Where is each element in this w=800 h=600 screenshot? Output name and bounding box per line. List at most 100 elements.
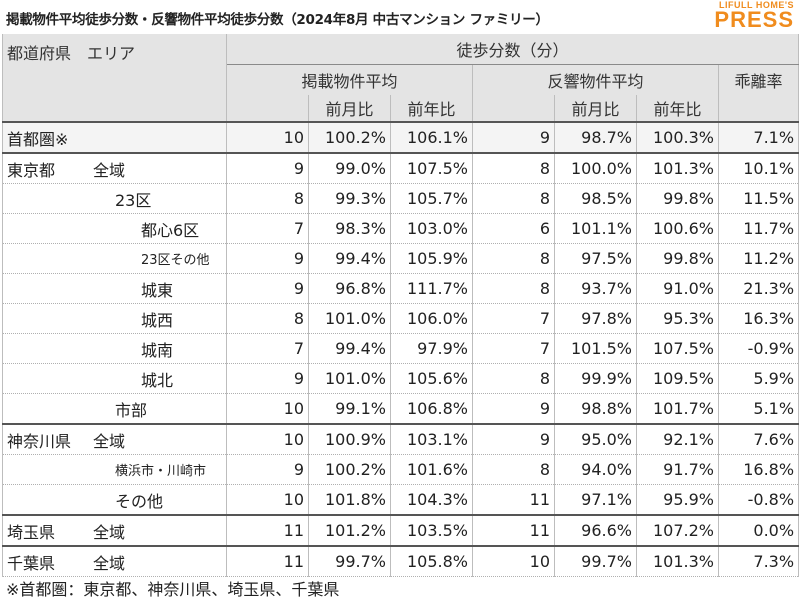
area-name: 全域 [93, 160, 126, 180]
cell-divergence: 7.3% [717, 546, 800, 577]
row-label: 埼玉県 全域 [2, 515, 227, 547]
prefecture-name: 千葉県 [7, 553, 56, 573]
row-label: 神奈川県 全域 [2, 424, 227, 455]
header-region: 都道府県 エリア [2, 34, 227, 123]
cell-response-avg: 7 [472, 333, 555, 364]
cell-response-avg: 10 [472, 546, 555, 577]
cell-response-mom: 93.7% [554, 273, 637, 304]
cell-response-avg: 9 [472, 424, 555, 455]
cell-response-yoy: 91.0% [636, 273, 719, 304]
cell-response-mom: 99.7% [554, 546, 637, 577]
cell-response-mom: 98.7% [554, 122, 637, 154]
cell-response-mom: 99.9% [554, 363, 637, 394]
cell-response-yoy: 91.7% [636, 454, 719, 485]
table-row: 神奈川県 全域 10 100.9% 103.1% 9 95.0% 92.1% 7.6% [2, 424, 800, 455]
cell-listed-mom: 99.7% [308, 546, 391, 577]
cell-listed-yoy: 104.3% [390, 484, 473, 516]
area-name: 全域 [93, 522, 126, 542]
cell-response-yoy: 101.7% [636, 393, 719, 425]
cell-listed-yoy: 106.1% [390, 122, 473, 154]
cell-listed-yoy: 105.6% [390, 363, 473, 394]
cell-response-avg: 8 [472, 153, 555, 184]
cell-response-mom: 101.1% [554, 213, 637, 244]
cell-listed-mom: 101.2% [308, 515, 391, 547]
cell-response-mom: 96.6% [554, 515, 637, 547]
footnote: ※首都圏：東京都、神奈川県、埼玉県、千葉県 [6, 580, 340, 599]
cell-response-avg: 8 [472, 243, 555, 274]
cell-divergence: 11.2% [717, 243, 800, 274]
cell-listed-avg: 9 [226, 243, 309, 274]
area-name: その他 [115, 491, 164, 511]
cell-listed-avg: 8 [226, 183, 309, 214]
cell-listed-avg: 10 [226, 424, 309, 455]
cell-response-yoy: 95.3% [636, 303, 719, 334]
cell-response-mom: 94.0% [554, 454, 637, 485]
cell-listed-yoy: 111.7% [390, 273, 473, 304]
header-listed-avg: 掲載物件平均 [226, 64, 473, 95]
header-response-mom: 前月比 [554, 95, 637, 123]
table-row: 市部 10 99.1% 106.8% 9 98.8% 101.7% 5.1% [2, 393, 800, 425]
cell-listed-yoy: 106.0% [390, 303, 473, 334]
row-label: 市部 [2, 393, 227, 425]
cell-response-yoy: 100.6% [636, 213, 719, 244]
cell-response-avg: 6 [472, 213, 555, 244]
cell-response-mom: 95.0% [554, 424, 637, 455]
cell-listed-mom: 100.2% [308, 454, 391, 485]
row-label: 東京都 全域 [2, 153, 227, 184]
cell-response-mom: 97.1% [554, 484, 637, 516]
row-label: その他 [2, 484, 227, 516]
cell-listed-yoy: 103.1% [390, 424, 473, 455]
cell-response-yoy: 99.8% [636, 243, 719, 274]
cell-listed-mom: 100.9% [308, 424, 391, 455]
walk-time-table: 都道府県 エリア 徒歩分数（分） 掲載物件平均 反響物件平均 乖離率 前月比 前… [2, 34, 800, 577]
cell-response-yoy: 107.2% [636, 515, 719, 547]
cell-listed-mom: 101.0% [308, 303, 391, 334]
header-response-yoy: 前年比 [636, 95, 719, 123]
cell-response-mom: 100.0% [554, 153, 637, 184]
table-row: 千葉県 全域 11 99.7% 105.8% 10 99.7% 101.3% 7.3% [2, 546, 800, 577]
cell-listed-mom: 96.8% [308, 273, 391, 304]
cell-response-avg: 8 [472, 183, 555, 214]
table-row: 城南 7 99.4% 97.9% 7 101.5% 107.5% -0.9% [2, 333, 800, 364]
cell-listed-avg: 10 [226, 393, 309, 425]
header-listed-blank [226, 95, 309, 123]
area-name: 城南 [141, 340, 174, 360]
cell-divergence: 7.6% [717, 424, 800, 455]
prefecture-name: 神奈川県 [7, 431, 72, 451]
cell-listed-yoy: 105.7% [390, 183, 473, 214]
cell-listed-avg: 11 [226, 546, 309, 577]
cell-listed-mom: 99.4% [308, 243, 391, 274]
cell-response-yoy: 101.3% [636, 546, 719, 577]
row-label: 城北 [2, 363, 227, 394]
row-label: 横浜市・川崎市 [2, 454, 227, 485]
header-walk-minutes: 徒歩分数（分） [225, 34, 800, 65]
cell-response-mom: 98.8% [554, 393, 637, 425]
table-row: 横浜市・川崎市 9 100.2% 101.6% 8 94.0% 91.7% 16.8% [2, 454, 800, 485]
area-name: 全域 [93, 431, 126, 451]
cell-listed-yoy: 105.9% [390, 243, 473, 274]
row-label: 首都圏※ [2, 122, 227, 154]
cell-divergence: -0.9% [717, 333, 800, 364]
cell-listed-yoy: 105.8% [390, 546, 473, 577]
cell-listed-avg: 9 [226, 273, 309, 304]
row-label: 城南 [2, 333, 227, 364]
cell-divergence: 21.3% [717, 273, 800, 304]
cell-divergence: -0.8% [717, 484, 800, 516]
area-name: 城東 [141, 280, 174, 300]
area-name: 横浜市・川崎市 [115, 464, 207, 479]
cell-response-yoy: 100.3% [636, 122, 719, 154]
prefecture-name: 埼玉県 [7, 522, 56, 542]
cell-listed-mom: 99.4% [308, 333, 391, 364]
table-row: 都心6区 7 98.3% 103.0% 6 101.1% 100.6% 11.7% [2, 213, 800, 244]
header-response-blank [472, 95, 555, 123]
cell-listed-yoy: 106.8% [390, 393, 473, 425]
brand-logo: LIFULL HOME'S PRESS [714, 0, 794, 31]
cell-response-yoy: 101.3% [636, 153, 719, 184]
cell-listed-mom: 101.8% [308, 484, 391, 516]
cell-listed-avg: 9 [226, 454, 309, 485]
cell-listed-avg: 10 [226, 122, 309, 154]
area-name: 23区 [115, 190, 152, 210]
cell-divergence: 7.1% [717, 122, 800, 154]
cell-response-yoy: 109.5% [636, 363, 719, 394]
cell-divergence: 16.3% [717, 303, 800, 334]
